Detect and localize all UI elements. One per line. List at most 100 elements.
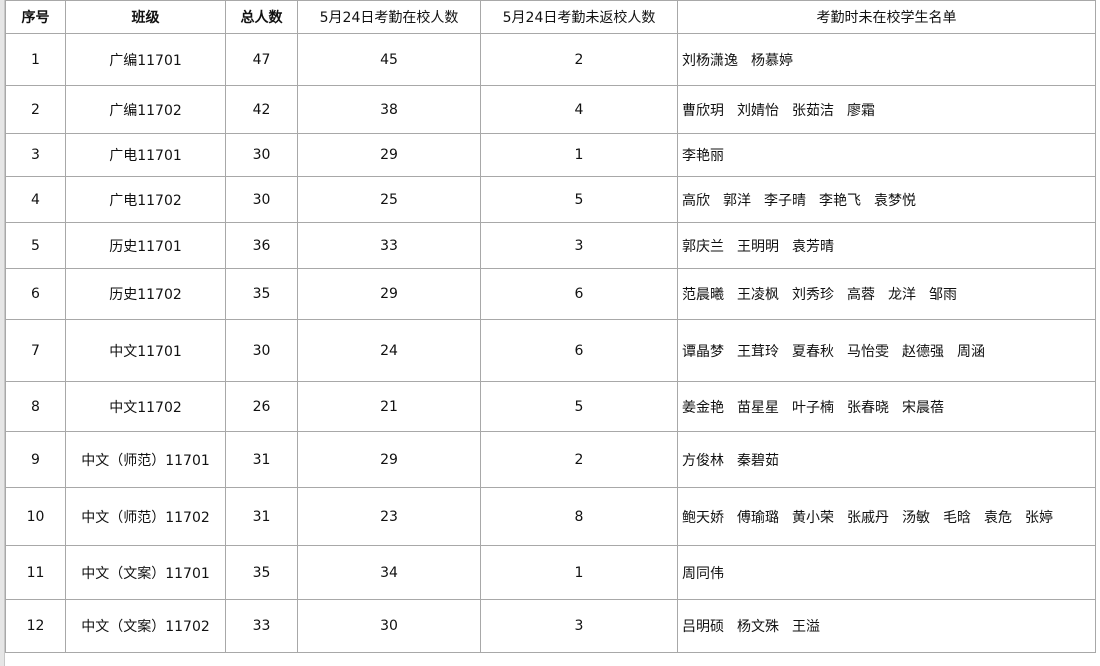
cell-no: 12 xyxy=(5,599,66,653)
column-header: 序号 xyxy=(5,0,66,34)
table-row: 4 广电11702 30 25 5 高欣 郭洋 李子晴 李艳飞 袁梦悦 xyxy=(5,176,1096,223)
student-name: 高欣 xyxy=(682,192,710,209)
cell-absent-names: 高欣 郭洋 李子晴 李艳飞 袁梦悦 xyxy=(677,176,1096,223)
student-name: 刘婧怡 xyxy=(737,102,779,119)
cell-absent-names: 范晨曦 王凌枫 刘秀珍 高蓉 龙洋 邹雨 xyxy=(677,268,1096,320)
student-name: 黄小荣 xyxy=(792,509,834,526)
student-name: 高蓉 xyxy=(847,287,875,303)
student-name: 张婷 xyxy=(1025,509,1053,526)
cell-absent-count: 5 xyxy=(480,176,678,223)
student-name: 廖霜 xyxy=(847,102,875,119)
table-row: 1 广编11701 47 45 2 刘杨潇逸 杨慕婷 xyxy=(5,33,1096,86)
student-name: 王凌枫 xyxy=(737,287,779,303)
student-name: 方俊林 xyxy=(682,452,724,469)
cell-class: 广编11702 xyxy=(65,85,226,134)
cell-class: 广编11701 xyxy=(65,33,226,86)
cell-absent-count: 2 xyxy=(480,431,678,488)
cell-class: 历史11702 xyxy=(65,268,226,320)
cell-total: 35 xyxy=(225,268,298,320)
student-name: 刘杨潇逸 xyxy=(682,52,738,69)
student-name: 姜金艳 xyxy=(682,399,724,416)
cell-absent-count: 2 xyxy=(480,33,678,86)
column-header: 总人数 xyxy=(225,0,298,34)
cell-present: 29 xyxy=(297,133,481,177)
cell-total: 30 xyxy=(225,176,298,223)
cell-class: 广电11702 xyxy=(65,176,226,223)
attendance-table: 序号 班级 总人数 5月24日考勤在校人数 5月24日考勤未返校人数 考勤时未在校学生名单… xyxy=(5,0,1096,653)
student-name: 范晨曦 xyxy=(682,287,724,303)
student-name: 赵德强 xyxy=(902,343,944,360)
student-name: 杨文殊 xyxy=(737,619,779,635)
column-header: 5月24日考勤在校人数 xyxy=(297,0,481,34)
cell-total: 31 xyxy=(225,487,298,546)
student-name: 袁危 xyxy=(984,509,1012,526)
student-name: 龙洋 xyxy=(888,287,916,303)
cell-class: 广电11701 xyxy=(65,133,226,177)
student-name: 周同伟 xyxy=(682,565,724,582)
cell-no: 7 xyxy=(5,319,66,382)
cell-absent-count: 6 xyxy=(480,268,678,320)
cell-absent-names: 刘杨潇逸 杨慕婷 xyxy=(677,33,1096,86)
student-name: 杨慕婷 xyxy=(751,52,793,69)
cell-present: 45 xyxy=(297,33,481,86)
table-row: 7 中文11701 30 24 6 谭晶梦 王茸玲 夏春秋 马怡雯 赵德强 周涵 xyxy=(5,319,1096,382)
student-name: 王明明 xyxy=(737,238,779,255)
student-name: 李艳丽 xyxy=(682,148,724,164)
student-name: 袁芳晴 xyxy=(792,238,834,255)
cell-present: 29 xyxy=(297,431,481,488)
cell-total: 35 xyxy=(225,545,298,600)
student-name: 邹雨 xyxy=(929,287,957,303)
student-name: 谭晶梦 xyxy=(682,343,724,360)
student-name: 傅瑜璐 xyxy=(737,509,779,526)
cell-no: 1 xyxy=(5,33,66,86)
cell-no: 9 xyxy=(5,431,66,488)
cell-no: 6 xyxy=(5,268,66,320)
cell-no: 5 xyxy=(5,222,66,269)
cell-absent-count: 8 xyxy=(480,487,678,546)
student-name: 李子晴 xyxy=(764,192,806,209)
student-name: 刘秀珍 xyxy=(792,287,834,303)
cell-present: 33 xyxy=(297,222,481,269)
cell-no: 4 xyxy=(5,176,66,223)
cell-absent-count: 5 xyxy=(480,381,678,432)
student-name: 李艳飞 xyxy=(819,192,861,209)
student-name: 郭庆兰 xyxy=(682,238,724,255)
student-name: 周涵 xyxy=(957,343,985,360)
cell-present: 25 xyxy=(297,176,481,223)
cell-absent-names: 姜金艳 苗星星 叶子楠 张春晓 宋晨蓓 xyxy=(677,381,1096,432)
cell-absent-names: 鲍天娇 傅瑜璐 黄小荣 张戚丹 汤敏 毛晗 袁危 张婷 xyxy=(677,487,1096,546)
cell-present: 29 xyxy=(297,268,481,320)
cell-class: 中文（师范）11701 xyxy=(65,431,226,488)
student-name: 秦碧茹 xyxy=(737,452,779,469)
cell-present: 38 xyxy=(297,85,481,134)
student-name: 汤敏 xyxy=(902,509,930,526)
cell-no: 8 xyxy=(5,381,66,432)
cell-total: 30 xyxy=(225,133,298,177)
student-name: 宋晨蓓 xyxy=(902,399,944,416)
cell-absent-names: 吕明硕 杨文殊 王溢 xyxy=(677,599,1096,653)
cell-class: 中文（文案）11701 xyxy=(65,545,226,600)
cell-absent-names: 周同伟 xyxy=(677,545,1096,600)
cell-class: 中文11702 xyxy=(65,381,226,432)
cell-absent-count: 3 xyxy=(480,599,678,653)
cell-class: 中文（文案）11702 xyxy=(65,599,226,653)
cell-absent-count: 3 xyxy=(480,222,678,269)
student-name: 苗星星 xyxy=(737,399,779,416)
cell-absent-names: 郭庆兰 王明明 袁芳晴 xyxy=(677,222,1096,269)
student-name: 曹欣玥 xyxy=(682,102,724,119)
cell-present: 21 xyxy=(297,381,481,432)
cell-class: 中文（师范）11702 xyxy=(65,487,226,546)
column-header: 5月24日考勤未返校人数 xyxy=(480,0,678,34)
student-name: 王溢 xyxy=(792,619,820,635)
cell-present: 23 xyxy=(297,487,481,546)
cell-absent-count: 6 xyxy=(480,319,678,382)
cell-absent-count: 1 xyxy=(480,545,678,600)
table-row: 11 中文（文案）11701 35 34 1 周同伟 xyxy=(5,545,1096,600)
table-row: 2 广编11702 42 38 4 曹欣玥 刘婧怡 张茹洁 廖霜 xyxy=(5,85,1096,134)
row-header-edge xyxy=(0,0,5,666)
column-header: 班级 xyxy=(65,0,226,34)
table-row: 3 广电11701 30 29 1 李艳丽 xyxy=(5,133,1096,177)
cell-absent-names: 曹欣玥 刘婧怡 张茹洁 廖霜 xyxy=(677,85,1096,134)
table-row: 9 中文（师范）11701 31 29 2 方俊林 秦碧茹 xyxy=(5,431,1096,488)
